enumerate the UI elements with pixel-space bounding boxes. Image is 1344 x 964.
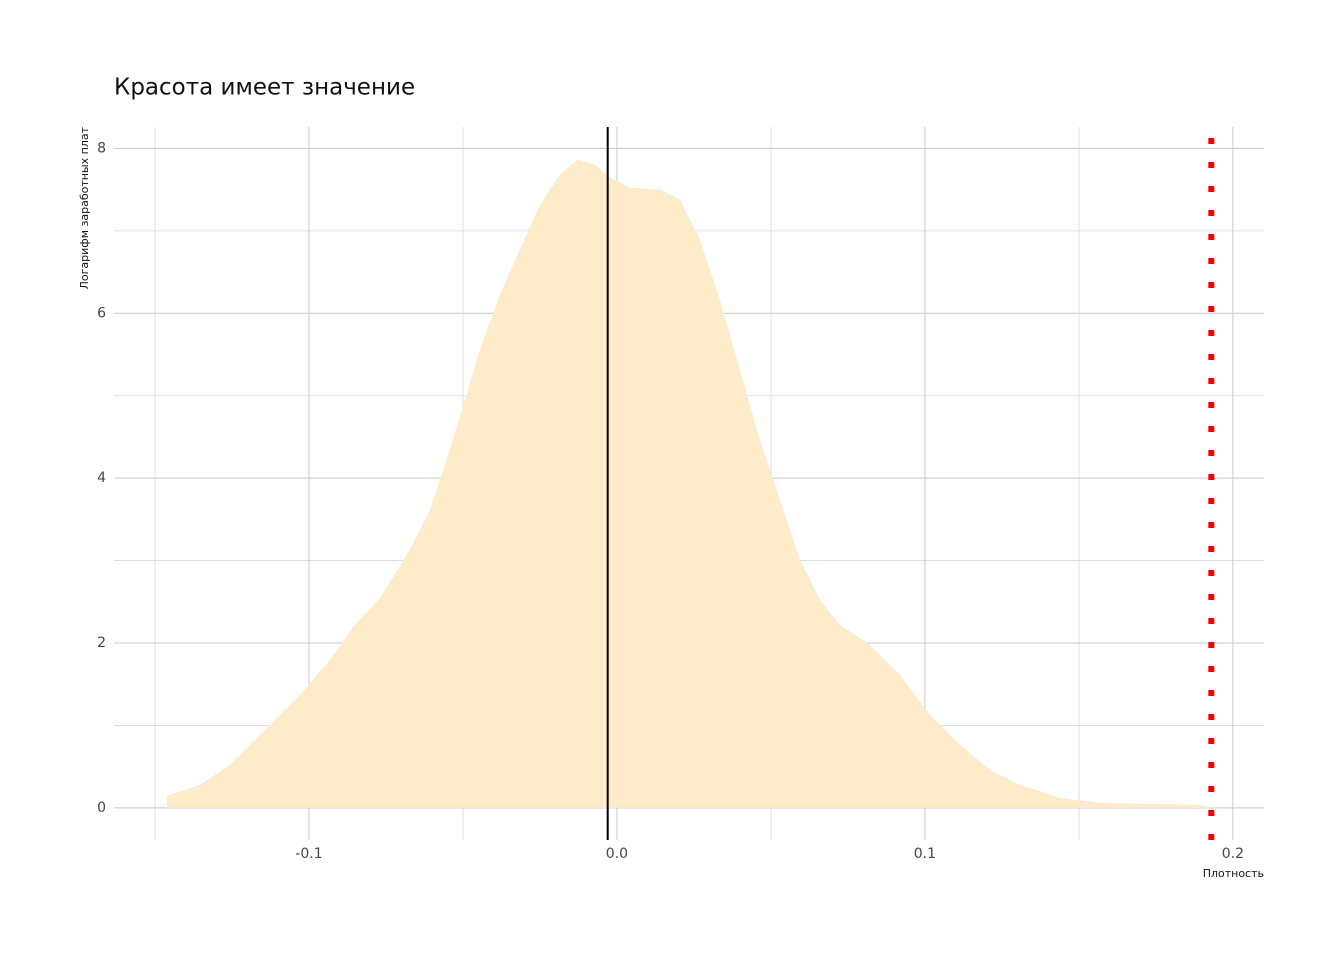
x-tick-label: 0.0 xyxy=(606,846,628,862)
y-tick-label: 6 xyxy=(97,305,106,321)
y-tick-label: 8 xyxy=(97,140,106,156)
x-tick-label: 0.1 xyxy=(914,846,936,862)
x-tick-label: -0.1 xyxy=(295,846,322,862)
x-tick-label: 0.2 xyxy=(1222,846,1244,862)
chart-title: Красота имеет значение xyxy=(114,75,415,101)
y-tick-label: 2 xyxy=(97,635,106,651)
density-area xyxy=(166,159,1216,808)
x-axis-label: Плотность xyxy=(1203,867,1264,880)
y-tick-label: 4 xyxy=(97,470,106,486)
y-tick-label: 0 xyxy=(97,800,106,816)
y-axis-label: Логарифм заработных плат xyxy=(78,126,91,289)
